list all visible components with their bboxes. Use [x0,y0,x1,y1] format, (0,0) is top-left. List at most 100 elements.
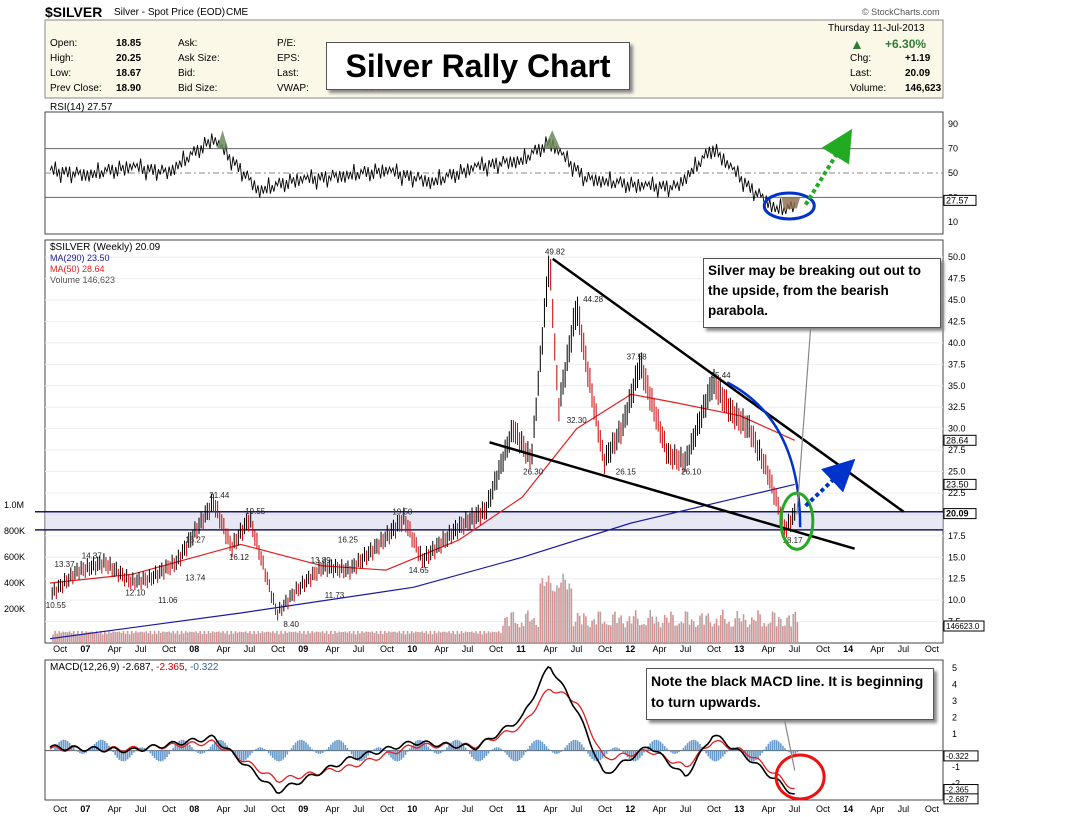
volume-bar [707,613,710,643]
volume-bar [257,630,260,643]
macd-histogram-bar [249,750,251,756]
volume-bar [628,616,631,643]
macd-histogram-bar [533,741,535,751]
macd-histogram-bar [674,750,676,754]
macd-histogram-bar [574,739,577,751]
macd-histogram-bar [120,750,123,762]
x-tick-label: 13 [734,804,744,814]
volume-bar [168,631,170,643]
volume-bar [286,632,289,643]
volume-bar [126,630,129,643]
volume-bar [375,630,378,643]
hdr-label: EPS: [277,53,300,64]
volume-bar [70,633,73,643]
x-tick-label: Jul [571,804,583,814]
volume-bar [688,624,691,643]
macd-histogram-bar [317,750,320,754]
macd-histogram-bar [489,750,492,752]
volume-bar [435,633,438,643]
price-annotation: 16.12 [229,553,250,562]
macd-histogram-bar [506,750,508,755]
volume-bar [267,631,270,643]
macd-histogram-bar [599,750,602,761]
x-tick-label: 12 [625,644,635,654]
macd-histogram-bar [750,750,753,762]
volume-bar [790,626,792,643]
volume-bar [207,630,210,643]
macd-histogram-bar [757,750,759,759]
macd-value-label: -2.365 [946,786,969,795]
volume-bar [201,633,204,643]
volume-bar [452,630,454,643]
hdr-value: 18.85 [116,38,142,49]
macd-histogram-bar [653,740,656,751]
annotation-pointer [796,321,812,515]
macd-histogram-bar [636,750,639,761]
price-annotation: 16.27 [185,535,206,544]
x-tick-label: Apr [761,644,775,654]
x-tick-label: Jul [244,804,256,814]
volume-bar [294,631,297,643]
volume-bar [446,632,448,643]
volume-bar [72,630,75,643]
macd-histogram-bar [535,740,537,751]
macd-histogram-bar [398,750,401,762]
macd-histogram-bar [435,750,438,754]
rsi-circle [762,191,816,221]
volume-bar [522,626,525,643]
volume-bar [234,631,237,643]
volume-bar [589,627,591,643]
volume-bar [332,633,334,643]
volume-bar [705,615,707,643]
macd-tick-label: 1 [952,729,957,739]
rsi-tick-label: 90 [948,119,958,129]
x-tick-label: Apr [870,644,884,654]
macd-histogram-bar [769,741,772,751]
x-tick-label: Apr [108,644,122,654]
pct-change: +6.30% [885,37,927,51]
macd-histogram-bar [639,750,641,759]
volume-bar [788,615,790,643]
volume-bar [591,620,593,643]
breakout-annotation: Silver may be breaking out out to the up… [703,258,941,328]
macd-histogram-bar [576,740,579,751]
volume-bar [89,631,92,643]
volume-bar [172,631,175,643]
price-tick-label: 30.0 [948,424,966,434]
macd-histogram-bar [483,750,486,759]
macd-histogram-bar [616,747,618,751]
volume-bar [317,631,320,643]
macd-histogram-bar [609,749,612,751]
macd-histogram-bar [112,750,114,753]
volume-bar [215,631,218,643]
volume-bar [319,632,322,643]
macd-histogram-bar [568,742,571,751]
volume-bar [595,624,598,643]
volume-bar [402,630,405,643]
lower-trendline [489,441,855,550]
volume-bar [603,621,606,643]
volume-bar [475,631,477,643]
volume-bar [724,618,726,643]
hdr-value: 18.67 [116,68,142,79]
volume-bar [593,619,595,643]
volume-bar [471,631,473,643]
volume-bar [510,612,513,643]
macd-histogram-bar [782,745,784,751]
x-tick-label: Jul [244,644,256,654]
volume-bar [792,613,795,643]
volume-bar [726,623,728,643]
macd-histogram-bar [661,743,664,751]
volume-bar [568,583,571,643]
hdr-label: Volume: [850,83,887,94]
macd-histogram-bar [485,750,488,756]
macd-value-label: -2.687 [946,795,969,804]
macd-histogram-bar [255,748,257,751]
volume-bar [85,631,87,643]
price-tick-label: 50.0 [948,252,966,262]
volume-bar [392,631,394,643]
volume-bar [120,632,123,643]
volume-bar [560,582,562,643]
volume-tick-label: 600K [4,552,25,562]
volume-bar [116,632,119,643]
